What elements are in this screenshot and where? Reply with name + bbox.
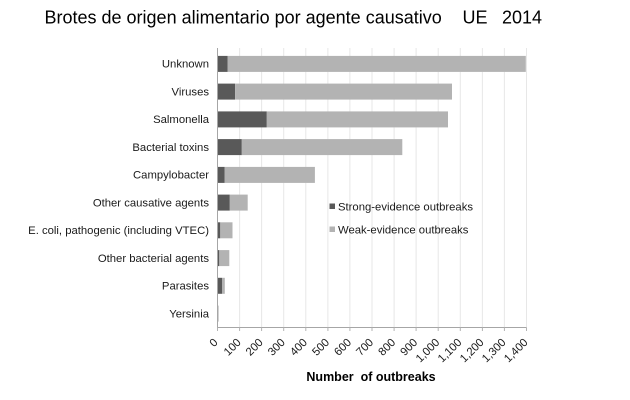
svg-text:Other bacterial agents: Other bacterial agents — [98, 253, 210, 265]
svg-text:Brotes de origen alimentario p: Brotes de origen alimentario por agente … — [45, 8, 442, 28]
svg-text:Bacterial toxins: Bacterial toxins — [132, 142, 209, 154]
svg-text:Unknown: Unknown — [162, 59, 209, 71]
svg-text:Weak-evidence outbreaks: Weak-evidence outbreaks — [338, 225, 469, 237]
svg-text:Other causative agents: Other causative agents — [93, 197, 210, 209]
svg-text:Strong-evidence outbreaks: Strong-evidence outbreaks — [338, 202, 473, 214]
svg-text:Yersinia: Yersinia — [169, 308, 209, 320]
svg-text:Parasites: Parasites — [162, 281, 209, 293]
svg-text:Salmonella: Salmonella — [153, 114, 210, 126]
svg-text:Number of outbreaks: Number of outbreaks — [306, 370, 435, 384]
svg-text:2014: 2014 — [502, 8, 542, 28]
svg-text:E. coli, pathogenic (including: E. coli, pathogenic (including VTEC) — [28, 225, 209, 237]
svg-text:Viruses: Viruses — [172, 86, 210, 98]
svg-text:UE: UE — [463, 8, 488, 28]
svg-text:Campylobacter: Campylobacter — [133, 170, 209, 182]
